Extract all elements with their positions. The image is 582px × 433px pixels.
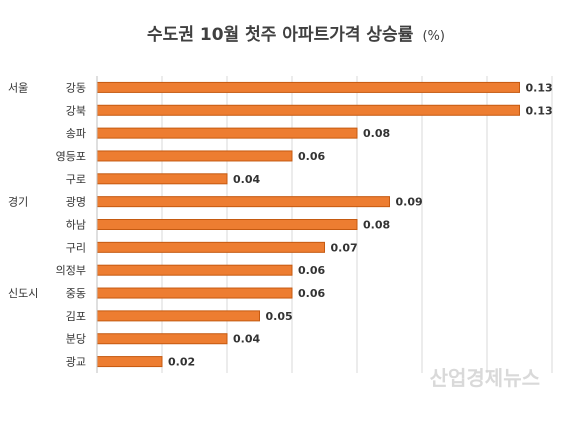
data-label: 0.07 bbox=[331, 241, 358, 254]
data-label: 0.08 bbox=[363, 219, 390, 232]
bars bbox=[96, 81, 520, 368]
category-label: 중동 bbox=[66, 287, 86, 300]
category-label: 광명 bbox=[66, 196, 86, 209]
bar bbox=[96, 264, 293, 276]
category-label: 구리 bbox=[66, 241, 86, 254]
bar bbox=[96, 81, 520, 93]
data-label: 0.04 bbox=[233, 173, 260, 186]
bar bbox=[96, 150, 293, 162]
category-label: 하남 bbox=[66, 218, 86, 232]
bar bbox=[96, 219, 358, 230]
data-label: 0.13 bbox=[526, 81, 553, 94]
category-label: 강동 bbox=[66, 81, 86, 94]
chart-title-unit: (%) bbox=[422, 29, 445, 44]
bar bbox=[96, 356, 163, 368]
bar bbox=[96, 173, 228, 185]
data-label: 0.06 bbox=[298, 150, 325, 163]
data-label: 0.06 bbox=[298, 264, 325, 277]
data-label: 0.02 bbox=[168, 356, 195, 369]
chart-title: 수도권 10월 첫주 아파트가격 상승률 (%) bbox=[147, 24, 445, 45]
category-label: 영등포 bbox=[56, 150, 86, 163]
data-label: 0.08 bbox=[363, 127, 390, 140]
category-label: 송파 bbox=[66, 127, 86, 140]
group-label: 신도시 bbox=[8, 287, 38, 300]
data-label: 0.06 bbox=[298, 287, 325, 300]
data-label: 0.09 bbox=[396, 196, 423, 209]
category-label: 구로 bbox=[66, 173, 86, 186]
category-label: 강북 bbox=[66, 104, 86, 117]
group-label: 서울 bbox=[8, 81, 28, 94]
group-label: 경기 bbox=[8, 196, 28, 209]
bar bbox=[96, 333, 228, 345]
category-label: 분당 bbox=[66, 333, 86, 346]
bar bbox=[96, 241, 325, 253]
bar bbox=[96, 287, 293, 299]
watermark: 산업경제뉴스 bbox=[430, 366, 540, 390]
category-label: 광교 bbox=[66, 356, 86, 369]
data-label: 0.05 bbox=[266, 310, 293, 323]
bar bbox=[96, 310, 260, 322]
bar bbox=[96, 196, 390, 208]
category-label: 의정부 bbox=[56, 264, 86, 277]
bar bbox=[96, 127, 358, 139]
category-label: 김포 bbox=[66, 310, 86, 323]
chart-title-text: 수도권 10월 첫주 아파트가격 상승률 bbox=[147, 24, 414, 45]
bar bbox=[96, 104, 520, 116]
data-label: 0.04 bbox=[233, 333, 260, 346]
data-labels: 0.13 0.13 0.08 0.06 0.04 0.09 0.08 0.07 0.06 0.06… bbox=[168, 81, 553, 368]
data-label: 0.13 bbox=[526, 104, 553, 117]
